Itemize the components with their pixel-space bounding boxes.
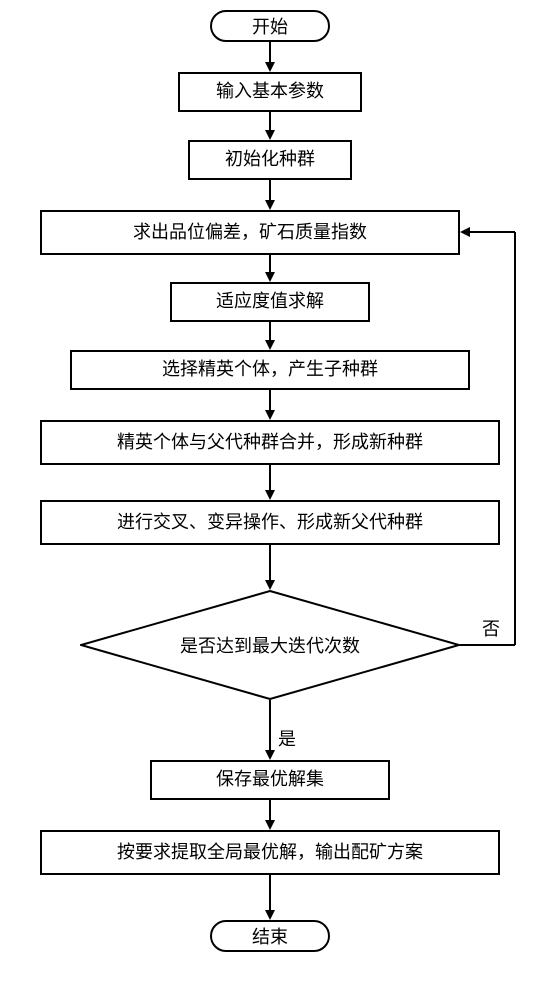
edge-n6-n7 <box>265 465 275 500</box>
node-merge-population-label: 精英个体与父代种群合并，形成新种群 <box>117 432 423 454</box>
node-output-solution: 按要求提取全局最优解，输出配矿方案 <box>40 830 500 875</box>
edge-n2-n3 <box>265 180 275 210</box>
node-merge-population: 精英个体与父代种群合并，形成新种群 <box>40 420 500 465</box>
terminal-end: 结束 <box>210 920 330 952</box>
node-fitness: 适应度值求解 <box>170 282 370 322</box>
branch-no-label: 否 <box>482 615 500 641</box>
edge-dec-n3-loop <box>460 222 530 655</box>
decision-max-iterations: 是否达到最大迭代次数 <box>80 590 460 700</box>
terminal-end-label: 结束 <box>252 923 288 949</box>
node-input-params-label: 输入基本参数 <box>216 81 324 103</box>
edge-dec-n8 <box>265 700 275 760</box>
edge-n9-end <box>265 875 275 920</box>
node-grade-deviation: 求出品位偏差，矿石质量指数 <box>40 210 460 255</box>
terminal-start-label: 开始 <box>252 13 288 39</box>
edge-n1-n2 <box>265 112 275 140</box>
edge-n5-n6 <box>265 390 275 420</box>
node-output-solution-label: 按要求提取全局最优解，输出配矿方案 <box>117 842 423 864</box>
node-select-elite: 选择精英个体，产生子种群 <box>70 350 470 390</box>
node-crossover-mutation: 进行交叉、变异操作、形成新父代种群 <box>40 500 500 545</box>
node-init-population-label: 初始化种群 <box>225 149 315 171</box>
node-save-optimal-set: 保存最优解集 <box>150 760 390 800</box>
edge-n8-n9 <box>265 800 275 830</box>
terminal-start: 开始 <box>210 10 330 42</box>
node-select-elite-label: 选择精英个体，产生子种群 <box>162 359 378 381</box>
node-fitness-label: 适应度值求解 <box>216 291 324 313</box>
node-save-optimal-set-label: 保存最优解集 <box>216 769 324 791</box>
edge-start-n1 <box>265 42 275 72</box>
edge-n3-n4 <box>265 255 275 282</box>
node-crossover-mutation-label: 进行交叉、变异操作、形成新父代种群 <box>117 512 423 534</box>
branch-yes-label: 是 <box>278 725 296 751</box>
edge-n4-n5 <box>265 322 275 350</box>
node-grade-deviation-label: 求出品位偏差，矿石质量指数 <box>133 222 367 244</box>
node-input-params: 输入基本参数 <box>178 72 362 112</box>
node-init-population: 初始化种群 <box>188 140 352 180</box>
decision-label: 是否达到最大迭代次数 <box>80 590 460 700</box>
edge-n7-dec <box>265 545 275 590</box>
